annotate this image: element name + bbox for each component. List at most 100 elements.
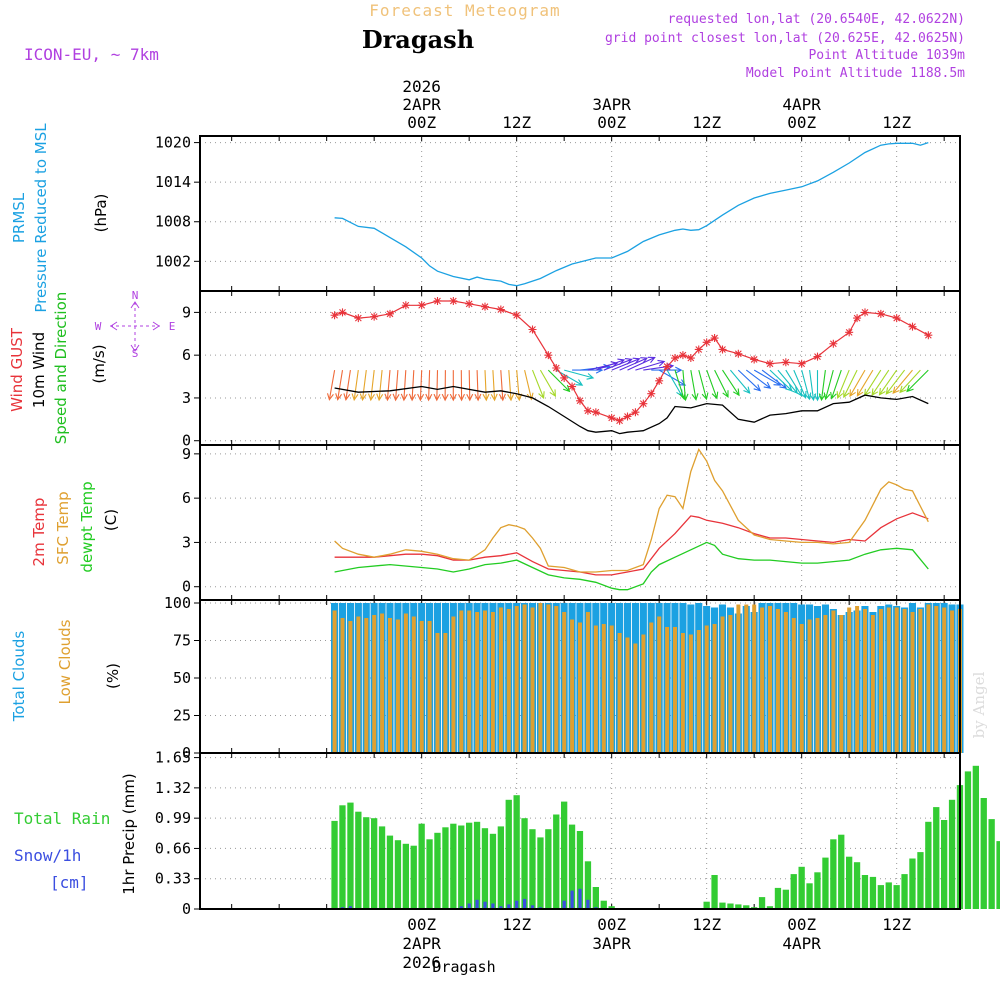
rain-bar bbox=[608, 906, 615, 909]
low-cloud-bar bbox=[498, 607, 503, 753]
time-label: 12Z bbox=[502, 915, 531, 934]
gust-marker bbox=[512, 311, 521, 320]
temp-ylabel-2m: 2m Temp bbox=[30, 498, 48, 567]
rain-bar bbox=[347, 802, 354, 909]
gust-marker bbox=[433, 296, 442, 305]
rain-bar bbox=[980, 798, 987, 909]
clouds-ylabel-low: Low Clouds bbox=[56, 619, 74, 704]
gust-marker bbox=[560, 373, 569, 382]
rain-bar bbox=[758, 897, 766, 909]
low-cloud-bar bbox=[665, 627, 670, 753]
rain-bar bbox=[853, 862, 861, 909]
low-cloud-bar bbox=[490, 612, 495, 753]
rain-bar bbox=[790, 874, 797, 909]
wind-arrow bbox=[524, 369, 534, 401]
snow-bar bbox=[578, 888, 582, 909]
low-cloud-bar bbox=[878, 609, 883, 753]
rain-bar bbox=[727, 903, 734, 909]
sfc-temp-line bbox=[334, 447, 929, 573]
wind-arrow bbox=[843, 369, 858, 399]
panel-1: 0 3 6 9 bbox=[182, 291, 960, 450]
gust-marker bbox=[330, 311, 339, 320]
low-cloud-bar bbox=[934, 606, 939, 753]
wind-arrow bbox=[359, 370, 367, 402]
low-cloud-bar bbox=[657, 616, 662, 753]
dewpt-line bbox=[334, 541, 929, 591]
wind-arrow bbox=[651, 366, 683, 374]
gust-marker bbox=[647, 389, 656, 398]
low-cloud-bar bbox=[768, 606, 772, 753]
rain-bar bbox=[592, 887, 599, 909]
gust-marker bbox=[702, 338, 711, 347]
grid-point-coords: grid point closest lon,lat (20.625E, 42.… bbox=[605, 31, 965, 46]
low-cloud-bar bbox=[649, 622, 654, 753]
low-cloud-bar bbox=[680, 633, 685, 753]
gust-marker bbox=[386, 309, 394, 318]
gust-marker bbox=[663, 362, 672, 371]
top-time-label: 00Z bbox=[597, 113, 626, 132]
rain-bar bbox=[703, 901, 710, 909]
gust-marker bbox=[686, 354, 695, 363]
low-cloud-bar bbox=[578, 622, 582, 753]
gust-marker bbox=[607, 413, 616, 422]
rain-bar bbox=[537, 837, 544, 909]
wind-arrow bbox=[433, 370, 441, 402]
wind-arrow bbox=[899, 369, 921, 394]
gust-marker bbox=[655, 376, 664, 385]
y-tick-label: 75 bbox=[173, 632, 191, 650]
wind-unit: (m/s) bbox=[90, 344, 108, 383]
pressure-ylabel: PRMSL Pressure Reduced to MSL (hPa) bbox=[10, 123, 110, 313]
snow-bar bbox=[562, 900, 566, 909]
wind-arrow bbox=[658, 369, 687, 386]
wind-arrow bbox=[531, 369, 545, 400]
rain-bar bbox=[901, 874, 908, 909]
rain-bar bbox=[766, 906, 774, 909]
wind-arrow bbox=[785, 369, 803, 397]
panel-border-0 bbox=[199, 135, 961, 292]
low-cloud-bar bbox=[744, 604, 749, 753]
low-cloud-bar bbox=[641, 634, 646, 753]
gust-marker bbox=[710, 334, 719, 343]
bottom-location: Dragash bbox=[432, 958, 495, 976]
low-cloud-bar bbox=[522, 604, 527, 753]
wind-arrow bbox=[498, 370, 506, 402]
wind-arrow bbox=[836, 369, 850, 400]
time-label: 12Z bbox=[882, 915, 911, 934]
rain-bar bbox=[545, 829, 552, 909]
low-cloud-bar bbox=[395, 619, 400, 753]
gust-marker bbox=[861, 308, 869, 317]
panel-0: 1002 1008 1014 1020 bbox=[155, 134, 960, 291]
wind-arrow bbox=[408, 370, 416, 402]
wind-arrow bbox=[745, 369, 772, 389]
low-cloud-bar bbox=[340, 618, 345, 753]
snow-bar bbox=[491, 903, 495, 909]
rain-bar bbox=[806, 883, 813, 909]
rain-bar bbox=[917, 852, 924, 909]
wind-ylabel: Wind GUST 10m Wind Speed and Direction (… bbox=[8, 292, 108, 445]
low-cloud-bar bbox=[380, 613, 385, 753]
wind-arrow bbox=[564, 369, 595, 380]
low-cloud-bar bbox=[712, 624, 717, 753]
gust-marker bbox=[853, 314, 862, 323]
rain-bar bbox=[505, 799, 512, 909]
rain-bar bbox=[378, 826, 386, 909]
y-tick-label: 1008 bbox=[155, 213, 191, 231]
rain-bar bbox=[363, 817, 370, 909]
snow-bar bbox=[523, 898, 527, 909]
rain-bar bbox=[553, 814, 560, 909]
precip-legend-unit: [cm] bbox=[50, 873, 89, 892]
rain-bar bbox=[434, 832, 441, 909]
wind-arrow bbox=[611, 357, 641, 371]
low-cloud-bar bbox=[554, 606, 559, 753]
top-time-label: 12Z bbox=[692, 113, 721, 132]
wind-arrow bbox=[885, 369, 906, 395]
time-label: 00Z bbox=[407, 915, 436, 934]
wind-arrow bbox=[449, 370, 457, 402]
low-cloud-bar bbox=[459, 610, 464, 753]
wind-arrow bbox=[507, 370, 515, 402]
wind-arrow bbox=[823, 369, 834, 401]
low-cloud-bar bbox=[633, 643, 638, 753]
wind-arrow bbox=[814, 370, 821, 402]
low-cloud-bar bbox=[530, 607, 535, 753]
y-tick-label: 0 bbox=[182, 900, 191, 918]
